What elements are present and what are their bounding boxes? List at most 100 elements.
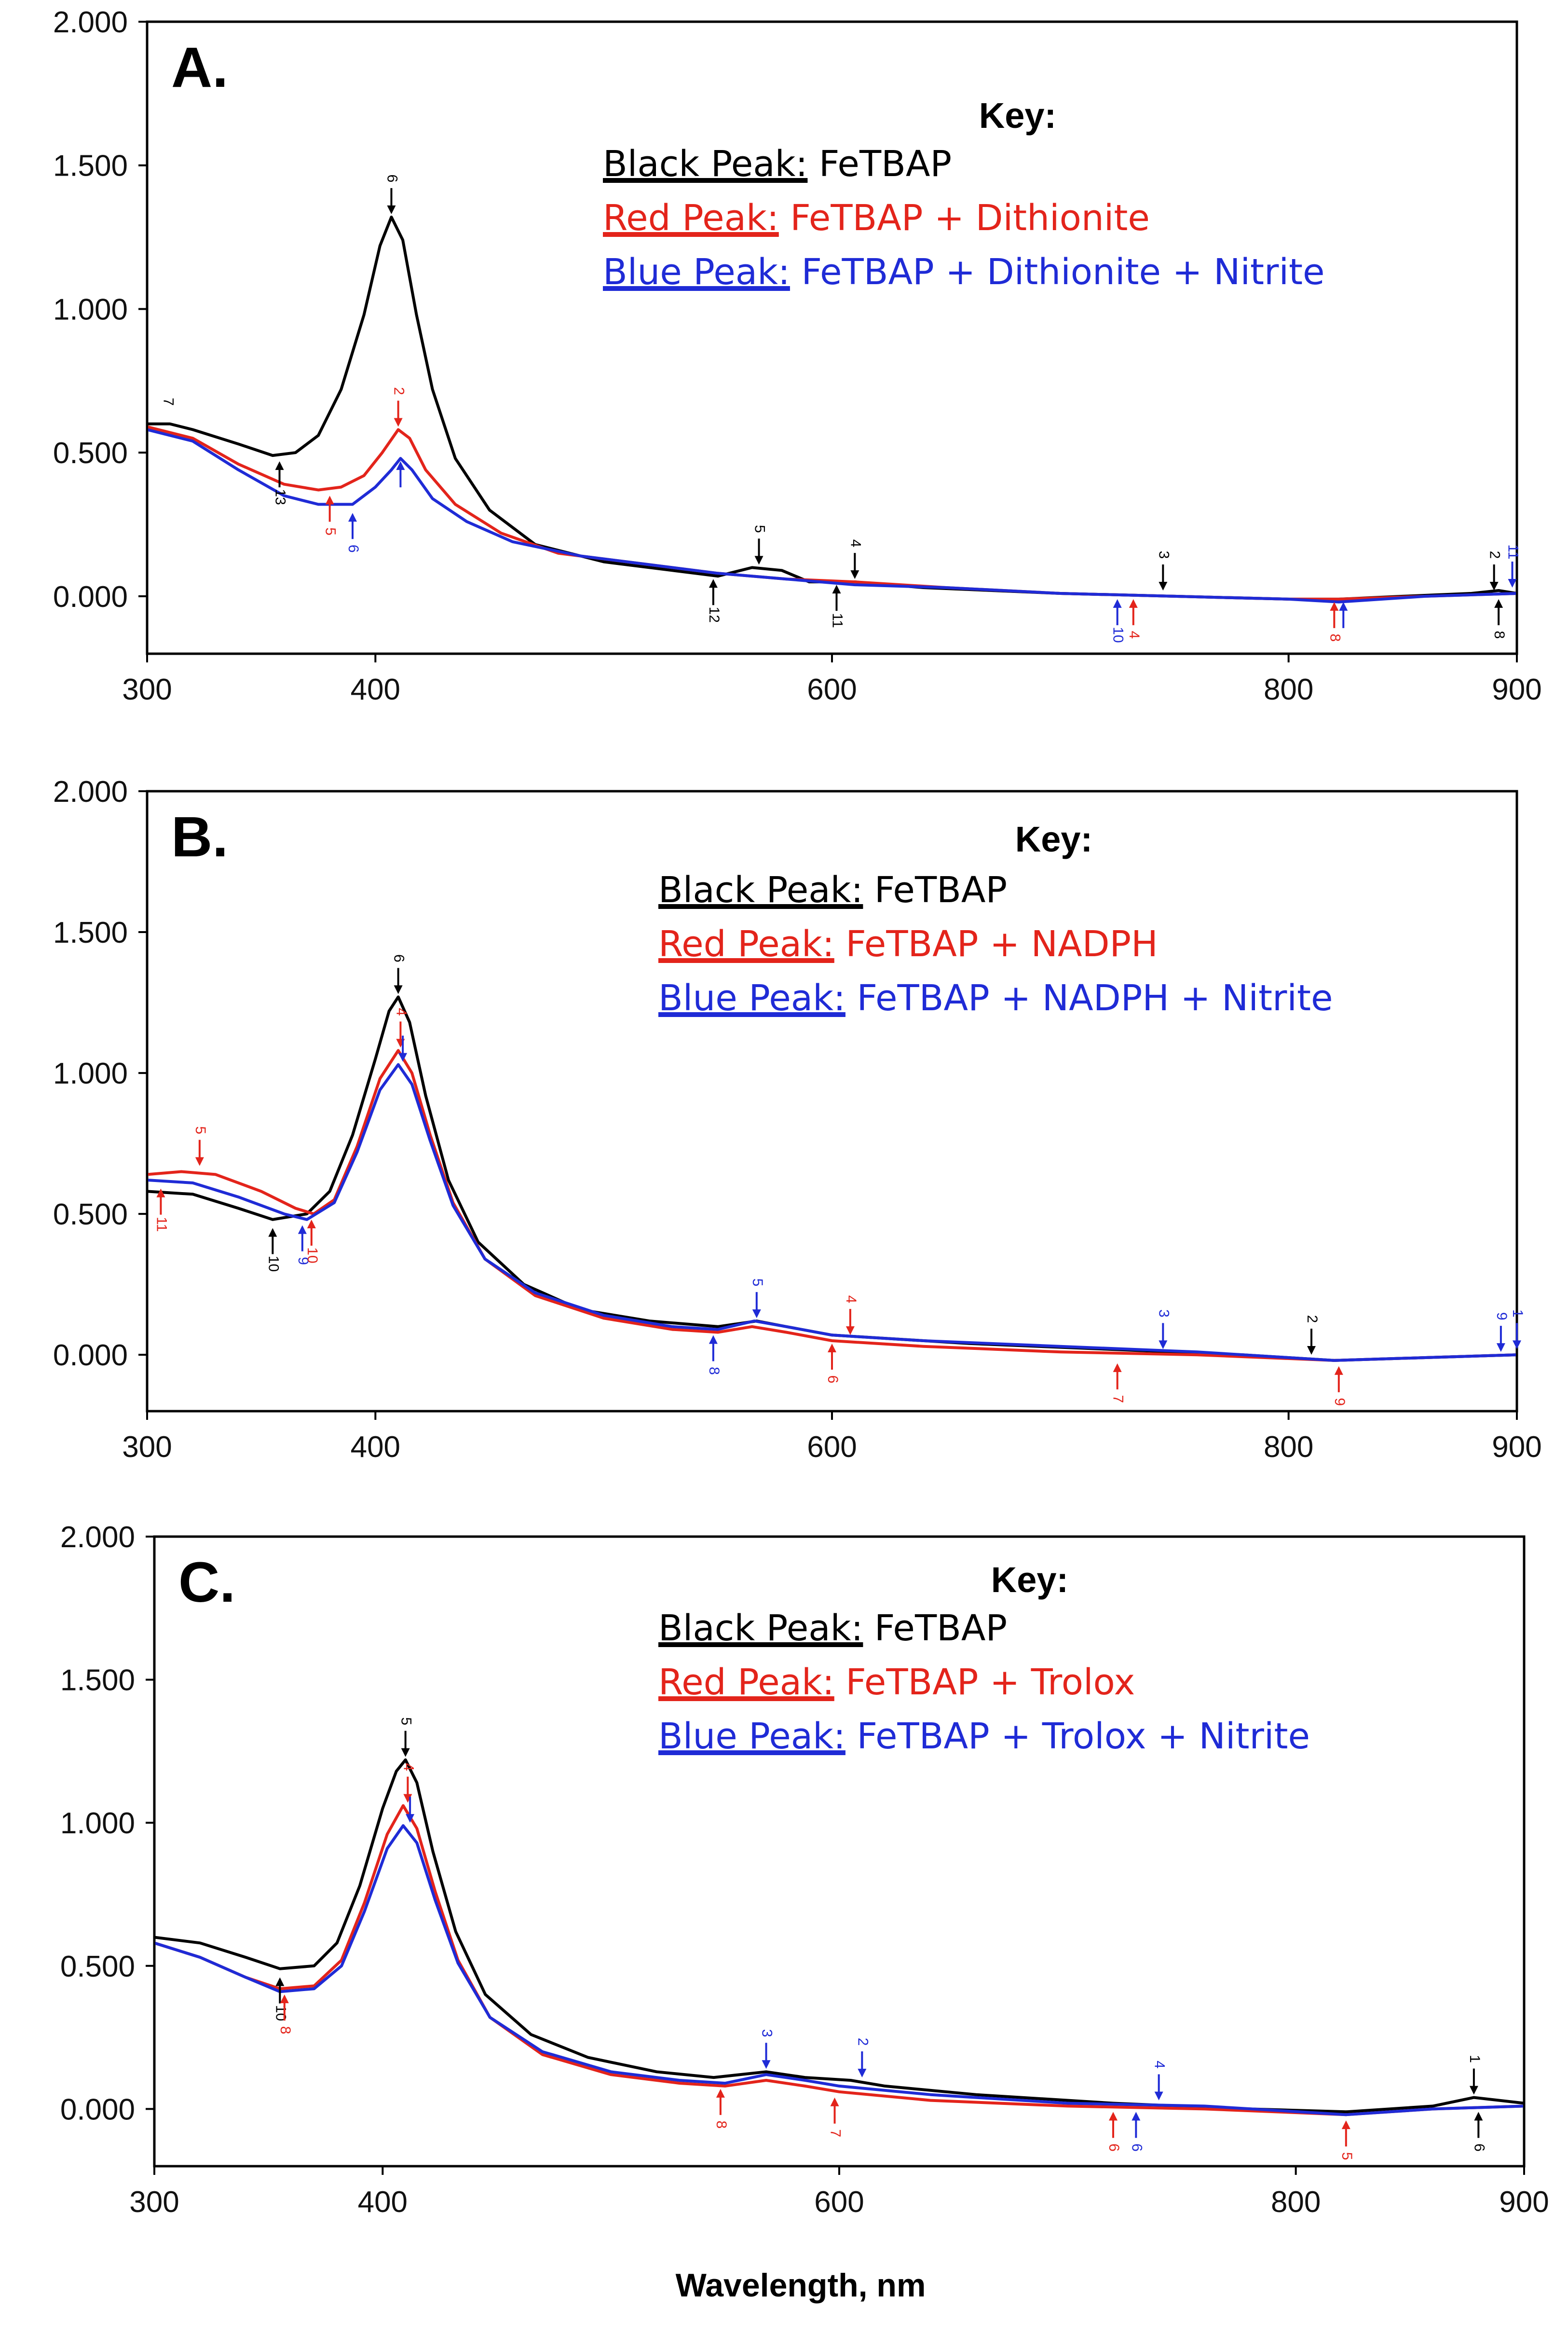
peak-marker-label: 6	[1471, 2144, 1487, 2152]
peak-marker-label: 5	[192, 1126, 208, 1134]
peak-marker: 6	[345, 513, 361, 553]
peak-marker-label: 3	[1156, 551, 1172, 559]
peak-marker-label: 3	[1156, 1309, 1172, 1318]
peak-marker: 9	[1494, 1312, 1510, 1352]
peak-marker-label: 1	[1467, 2055, 1483, 2063]
peak-marker: 4	[843, 1295, 859, 1335]
peak-marker-label: 8	[1491, 631, 1507, 639]
peak-marker	[396, 461, 405, 488]
legend-entry-label: Blue Peak:	[603, 251, 790, 293]
peak-marker: 6	[391, 954, 407, 994]
peak-marker-label: 7	[1110, 1395, 1126, 1403]
peak-marker: 6	[1129, 2112, 1145, 2152]
legend-title: Key:	[1015, 819, 1092, 859]
y-tick-label: 1.500	[53, 150, 128, 183]
legend-entry-label: Black Peak:	[658, 1608, 863, 1649]
panel-label: B.	[171, 805, 228, 869]
peak-marker-label: 6	[391, 954, 407, 962]
peak-marker-label: 10	[1110, 627, 1126, 643]
peak-marker-label: 10	[265, 1256, 281, 1272]
peak-marker-label: 4	[400, 1763, 416, 1771]
legend-entry: Black Peak: FeTBAP	[603, 143, 952, 185]
peak-marker-label: 12	[706, 607, 722, 623]
panel-2: 2.000 1.500 1.000 0.500 0.000 300 400 600 800 900…	[53, 775, 1542, 1464]
peak-marker: 5	[323, 495, 339, 536]
series-group	[148, 215, 1516, 604]
peak-marker-label: 4	[1152, 2061, 1168, 2069]
x-tick-label: 800	[1264, 673, 1313, 706]
y-tick-label: 0.500	[53, 437, 128, 470]
peak-marker: 11	[829, 585, 845, 628]
peak-marker-label: 5	[752, 525, 768, 533]
peak-marker-label: 6	[825, 1375, 841, 1384]
x-tick-label: 900	[1492, 673, 1541, 706]
legend-entry: Red Peak: FeTBAP + Trolox	[658, 1662, 1135, 1703]
peak-marker: 2	[1487, 551, 1503, 591]
y-tick-label: 1.000	[60, 1807, 135, 1840]
legend-entry-text: FeTBAP + NADPH + Nitrite	[845, 977, 1333, 1019]
peak-marker-label: 5	[750, 1278, 765, 1287]
legend-entry-label: Red Peak:	[658, 1662, 834, 1703]
peak-marker: 10	[304, 1219, 320, 1264]
peak-marker-label: 4	[847, 539, 863, 548]
peak-marker: 4	[1152, 2061, 1168, 2101]
legend-entry-text: FeTBAP + Dithionite + Nitrite	[790, 251, 1325, 293]
peak-marker: 8	[1491, 599, 1507, 639]
peak-marker: 5	[750, 1278, 765, 1319]
x-tick-label: 300	[122, 673, 172, 706]
series-line-blue	[148, 428, 1516, 604]
peak-marker: 6	[1106, 2112, 1122, 2152]
peak-marker: 10	[273, 1977, 288, 2021]
legend-entry-label: Red Peak:	[603, 197, 779, 239]
x-tick-label: 600	[814, 2185, 864, 2219]
peak-marker: 5	[398, 1717, 414, 1757]
legend-entry-text: FeTBAP + Dithionite	[779, 197, 1150, 239]
x-tick-label: 300	[122, 1430, 172, 1464]
legend-entry: Blue Peak: FeTBAP + Trolox + Nitrite	[658, 1716, 1310, 1757]
peak-marker-label: 7	[828, 2129, 844, 2137]
peak-marker: 7	[161, 398, 177, 406]
peak-marker: 9	[1332, 1366, 1348, 1406]
peak-marker-label: 11	[829, 613, 845, 628]
y-tick-label: 2.000	[53, 775, 128, 809]
peak-marker-label: 9	[1332, 1398, 1348, 1406]
peak-marker: 5	[752, 525, 768, 565]
x-tick-label: 400	[351, 673, 400, 706]
peak-marker-label: 2	[391, 387, 407, 395]
peak-marker-label: 4	[843, 1295, 859, 1304]
x-tick-label: 900	[1499, 2185, 1549, 2219]
y-tick-label: 1.500	[53, 916, 128, 949]
legend-entry: Red Peak: FeTBAP + Dithionite	[603, 197, 1150, 239]
peak-marker-label: 8	[1327, 634, 1343, 642]
peak-marker-label: 9	[1494, 1312, 1510, 1320]
legend-entry: Blue Peak: FeTBAP + NADPH + Nitrite	[658, 977, 1333, 1019]
peak-marker: 3	[1156, 551, 1172, 591]
legend-entry-text: FeTBAP + Trolox	[834, 1662, 1135, 1703]
peak-marker: 4	[847, 539, 863, 579]
peak-marker-label: 8	[277, 2026, 293, 2034]
peak-marker-label: 7	[161, 398, 177, 406]
peak-marker	[398, 1035, 408, 1062]
y-tick-label: 2.000	[60, 1521, 135, 1554]
y-tick-label: 0.000	[60, 2093, 135, 2126]
x-tick-label: 400	[351, 1430, 400, 1464]
peak-marker: 12	[706, 579, 722, 623]
legend-title: Key:	[991, 1560, 1068, 1600]
legend-entry-text: FeTBAP	[863, 1608, 1007, 1649]
peak-marker: 2	[1304, 1315, 1320, 1355]
y-tick-label: 1.500	[60, 1664, 135, 1697]
y-tick-label: 1.000	[53, 1057, 128, 1090]
peak-marker-label: 8	[706, 1367, 722, 1375]
peak-marker-label: 2	[1304, 1315, 1320, 1323]
peak-marker: 6	[1471, 2112, 1487, 2152]
x-tick-label: 400	[358, 2185, 408, 2219]
x-tick-label: 800	[1264, 1430, 1313, 1464]
peak-marker: 11	[1505, 544, 1521, 588]
peak-marker: 8	[713, 2089, 729, 2129]
peak-marker-label: 5	[1339, 2152, 1355, 2160]
y-tick-label: 1.000	[53, 293, 128, 326]
peak-marker: 6	[825, 1343, 841, 1384]
